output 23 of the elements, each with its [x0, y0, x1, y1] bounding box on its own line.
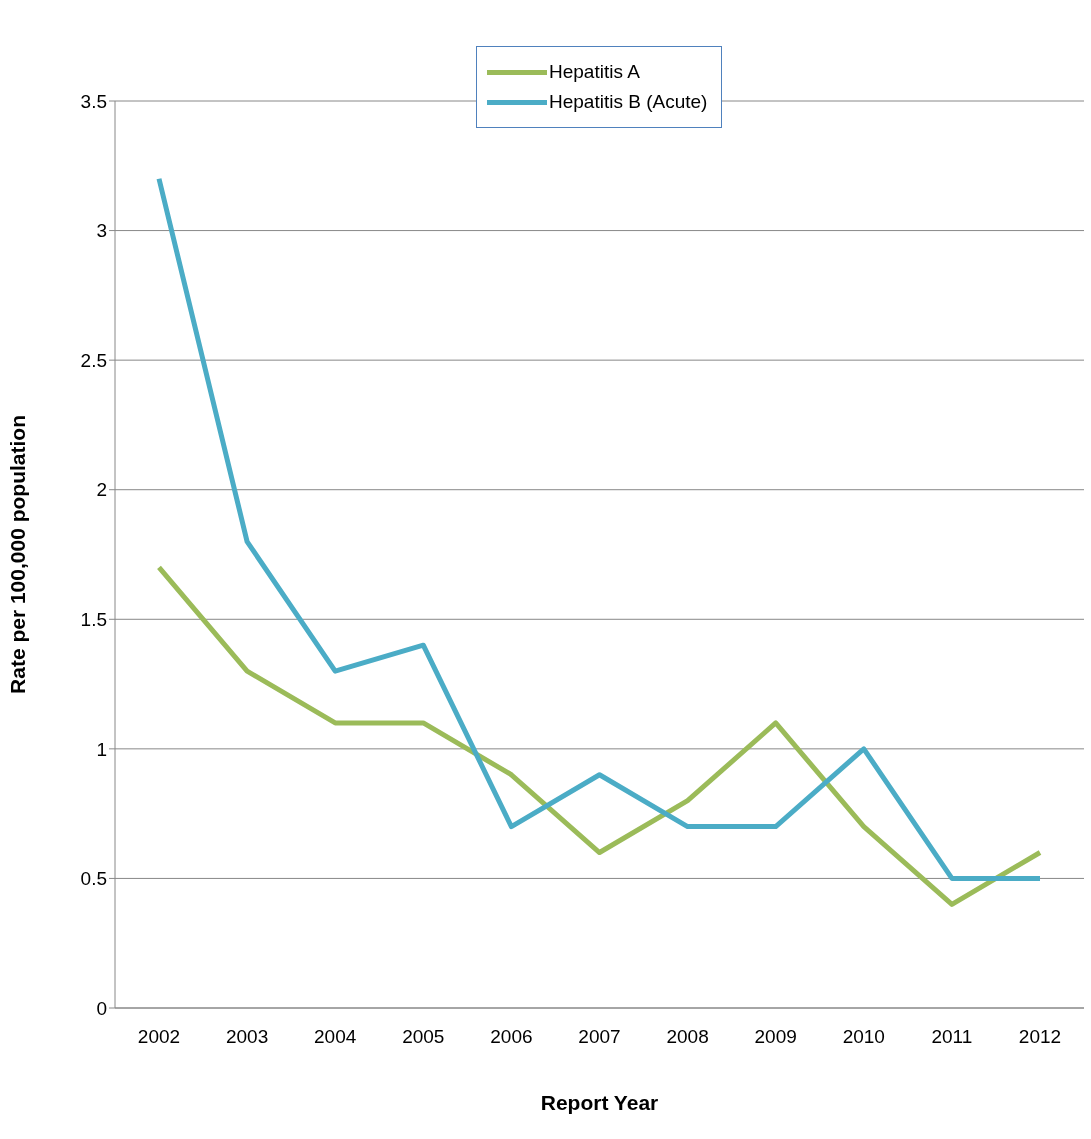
x-tick-label: 2008 — [666, 1026, 709, 1048]
y-tick-label: 0 — [96, 997, 107, 1019]
x-tick-label: 2012 — [1018, 1026, 1062, 1048]
legend-label: Hepatitis B (Acute) — [549, 91, 708, 113]
x-axis-title: Report Year — [540, 1091, 659, 1114]
y-tick-label: 3 — [96, 220, 107, 242]
y-axis-title: Rate per 100,000 population — [6, 415, 30, 694]
y-tick-label: 2.5 — [80, 349, 107, 371]
y-tick-label: 1.5 — [80, 609, 107, 631]
x-tick-label: 2003 — [225, 1026, 269, 1048]
x-tick-label: 2002 — [137, 1026, 181, 1048]
x-tick-label: 2005 — [402, 1026, 445, 1048]
x-tick-label: 2011 — [931, 1026, 973, 1048]
y-tick-label: 3.5 — [80, 90, 107, 112]
x-tick-label: 2004 — [314, 1026, 357, 1048]
y-tick-label: 2 — [96, 479, 107, 501]
y-tick-label: 1 — [96, 738, 107, 760]
x-tick-label: 2009 — [754, 1026, 797, 1048]
y-tick-label: 0.5 — [80, 868, 107, 890]
legend-label: Hepatitis A — [549, 61, 640, 83]
x-tick-label: 2007 — [578, 1026, 621, 1048]
x-tick-label: 2010 — [842, 1026, 885, 1048]
x-tick-label: 2006 — [490, 1026, 533, 1048]
